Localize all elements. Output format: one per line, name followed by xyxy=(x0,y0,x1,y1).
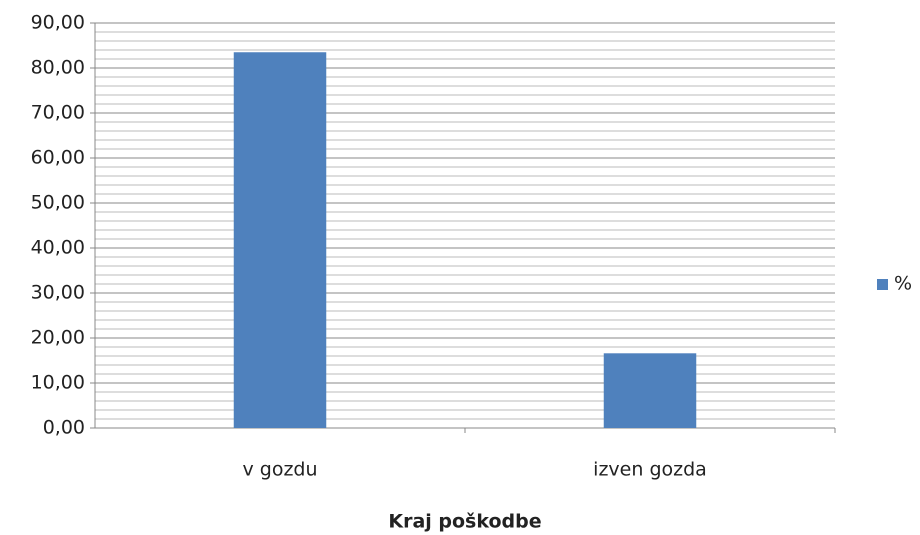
y-tick-label: 10,00 xyxy=(31,372,85,394)
bar xyxy=(603,353,697,428)
y-tick-label: 90,00 xyxy=(31,12,85,34)
y-tick-label: 20,00 xyxy=(31,327,85,349)
legend-swatch xyxy=(877,279,888,290)
y-tick-label: 50,00 xyxy=(31,192,85,214)
y-tick-label: 40,00 xyxy=(31,237,85,259)
x-tick-label: v gozdu xyxy=(242,459,317,481)
y-tick-label: 70,00 xyxy=(31,102,85,124)
y-tick-label: 30,00 xyxy=(31,282,85,304)
x-axis-title: Kraj poškodbe xyxy=(388,511,541,533)
y-tick-label: 60,00 xyxy=(31,147,85,169)
bar xyxy=(233,52,327,428)
legend-label: % xyxy=(894,273,912,295)
y-tick-label: 80,00 xyxy=(31,57,85,79)
x-tick-label: izven gozda xyxy=(593,459,707,481)
y-tick-label: 0,00 xyxy=(43,417,85,439)
